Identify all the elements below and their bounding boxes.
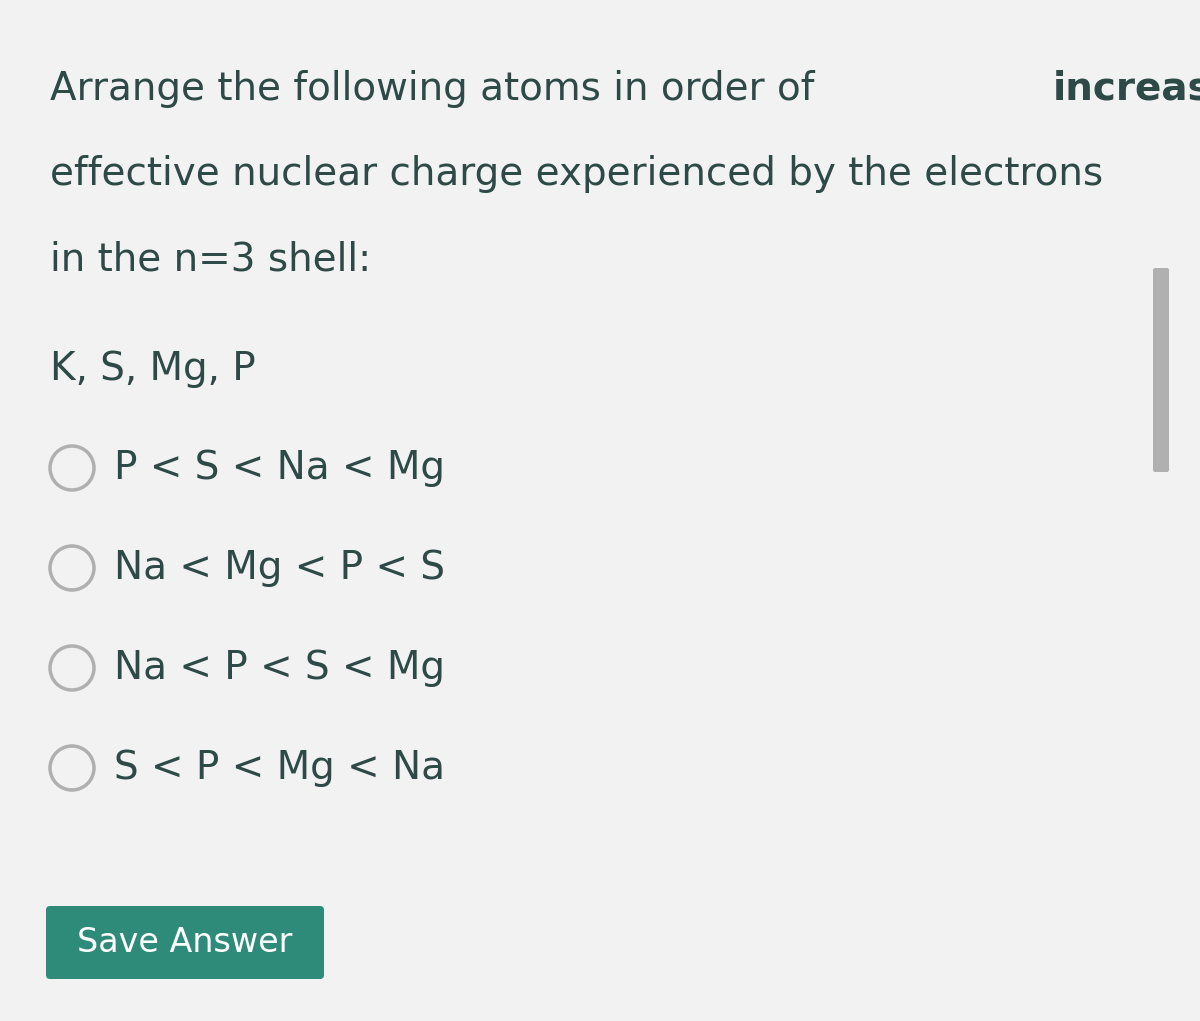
Text: Na < Mg < P < S: Na < Mg < P < S: [114, 549, 445, 587]
Text: Na < P < S < Mg: Na < P < S < Mg: [114, 649, 445, 687]
Text: increasing: increasing: [1052, 70, 1200, 108]
Text: in the n=3 shell:: in the n=3 shell:: [50, 240, 371, 278]
Text: Save Answer: Save Answer: [77, 926, 293, 959]
Text: K, S, Mg, P: K, S, Mg, P: [50, 350, 256, 388]
Text: P < S < Na < Mg: P < S < Na < Mg: [114, 449, 445, 487]
Text: effective nuclear charge experienced by the electrons: effective nuclear charge experienced by …: [50, 155, 1103, 193]
FancyBboxPatch shape: [1153, 268, 1169, 472]
FancyBboxPatch shape: [46, 906, 324, 979]
Text: S < P < Mg < Na: S < P < Mg < Na: [114, 749, 445, 787]
Text: Arrange the following atoms in order of: Arrange the following atoms in order of: [50, 70, 827, 108]
